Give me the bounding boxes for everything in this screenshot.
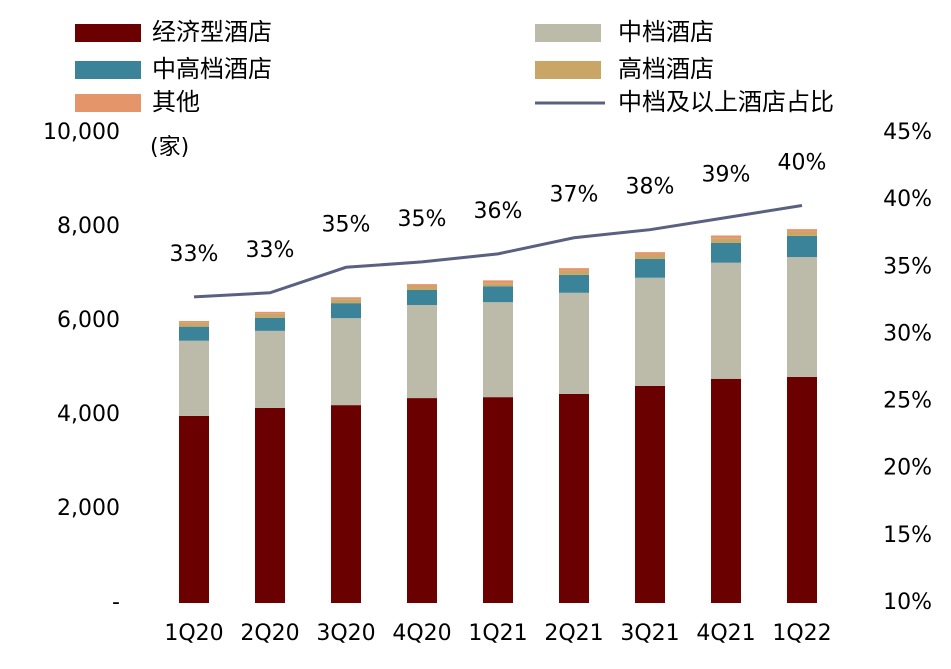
y-tick-label: 4,000 [57, 402, 120, 427]
data-label: 39% [702, 163, 751, 188]
bar-segment [483, 397, 513, 603]
data-label: 33% [246, 238, 295, 263]
legend-label: 高档酒店 [618, 55, 714, 83]
bar-segment [787, 229, 817, 232]
x-tick-label: 1Q20 [164, 621, 223, 646]
bar-segment [179, 321, 209, 323]
legend-swatch [535, 24, 601, 42]
bar-segment [179, 415, 209, 603]
bar-segment [483, 280, 513, 284]
bar-segment [331, 303, 361, 319]
data-label: 37% [550, 183, 599, 208]
bar-segment [635, 277, 665, 386]
bar-segment [635, 385, 665, 603]
y-tick-label: 10,000 [43, 120, 120, 145]
bar-segment [635, 252, 665, 255]
legend-swatch [75, 24, 141, 42]
line [193, 204, 803, 299]
bar-segment [635, 258, 665, 278]
bar-segment [331, 405, 361, 603]
bar-segment [787, 235, 817, 258]
x-tick-label: 4Q21 [696, 621, 755, 646]
bar-segment [559, 270, 589, 275]
data-label: 35% [398, 207, 447, 232]
bar-segment [711, 378, 741, 603]
legend-swatch [75, 94, 141, 112]
x-tick-label: 1Q21 [468, 621, 527, 646]
x-tick-label: 3Q20 [316, 621, 375, 646]
bar-segment [787, 257, 817, 377]
legend-label: 中档酒店 [618, 18, 714, 46]
bar-segment [711, 235, 741, 239]
bar-segment [179, 340, 209, 416]
bar-segment [635, 254, 665, 259]
bar-segment [711, 242, 741, 263]
legend-label: 中高档酒店 [152, 55, 272, 83]
bar-segment [559, 274, 589, 293]
bar-segment [331, 299, 361, 304]
y2-tick-label: 25% [883, 389, 932, 414]
data-label: 40% [778, 151, 827, 176]
legend-swatch [75, 61, 141, 79]
y2-tick-label: 15% [883, 523, 932, 548]
data-label: 36% [474, 199, 523, 224]
y-tick-label: 6,000 [57, 308, 120, 333]
y-tick-label: 8,000 [57, 214, 120, 239]
bar-segment [255, 330, 285, 408]
bar-segment [255, 311, 285, 314]
legend-swatch [535, 61, 601, 79]
y2-tick-label: 35% [883, 254, 932, 279]
y2-tick-label: 30% [883, 321, 932, 346]
bar-segment [559, 268, 589, 271]
y-axis-label: (家) [150, 135, 189, 160]
bar-segment [711, 238, 741, 243]
y2-tick-label: 40% [883, 187, 932, 212]
bar-segment [787, 231, 817, 236]
bar-segment [255, 317, 285, 331]
y2-tick-label: 45% [883, 120, 932, 145]
bar-segment [407, 398, 437, 603]
bar-segment [711, 262, 741, 379]
x-tick-label: 4Q20 [392, 621, 451, 646]
bar-segment [179, 326, 209, 341]
bar-segment [179, 322, 209, 327]
bar-segment [255, 407, 285, 603]
bar-segment [407, 289, 437, 306]
y2-tick-label: 20% [883, 456, 932, 481]
legend-label: 经济型酒店 [152, 18, 272, 46]
bar-segment [483, 302, 513, 398]
y-tick-label: - [112, 590, 120, 615]
bar-segment [407, 285, 437, 290]
bar-segment [483, 286, 513, 303]
x-tick-label: 1Q22 [772, 621, 831, 646]
x-tick-label: 2Q20 [240, 621, 299, 646]
x-tick-label: 3Q21 [620, 621, 679, 646]
legend-label: 其他 [152, 88, 200, 116]
bar-segment [559, 292, 589, 394]
legend-label: 中档及以上酒店占比 [618, 88, 834, 116]
y-tick-label: 2,000 [57, 496, 120, 521]
bar-segment [255, 313, 285, 318]
data-label: 38% [626, 175, 675, 200]
data-label: 33% [170, 242, 219, 267]
x-tick-label: 2Q21 [544, 621, 603, 646]
bar-segment [483, 283, 513, 287]
bar-segment [407, 305, 437, 399]
y2-tick-label: 10% [883, 590, 932, 615]
data-label: 35% [322, 212, 371, 237]
bar-segment [559, 393, 589, 603]
bar-segment [331, 297, 361, 300]
bar-segment [331, 318, 361, 406]
bar-segment [407, 284, 437, 286]
bar-segment [787, 376, 817, 603]
